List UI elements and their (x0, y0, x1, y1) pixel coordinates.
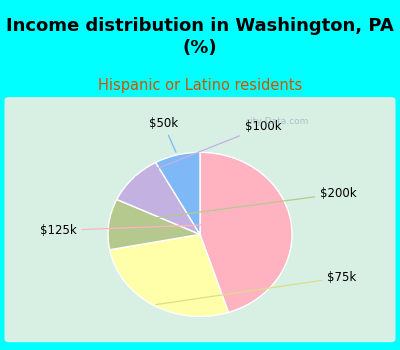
Text: $100k: $100k (136, 120, 281, 177)
Wedge shape (117, 162, 200, 234)
Wedge shape (110, 234, 228, 316)
Text: $50k: $50k (149, 117, 178, 152)
Wedge shape (108, 199, 200, 250)
Text: Hispanic or Latino residents: Hispanic or Latino residents (98, 78, 302, 93)
Text: Income distribution in Washington, PA
(%): Income distribution in Washington, PA (%… (6, 17, 394, 57)
Wedge shape (200, 152, 292, 313)
Text: city-Data.com: city-Data.com (246, 117, 309, 126)
FancyBboxPatch shape (2, 95, 398, 344)
Text: $125k: $125k (40, 222, 288, 237)
Text: $75k: $75k (156, 271, 356, 304)
Text: $200k: $200k (112, 187, 357, 224)
Wedge shape (156, 152, 200, 234)
